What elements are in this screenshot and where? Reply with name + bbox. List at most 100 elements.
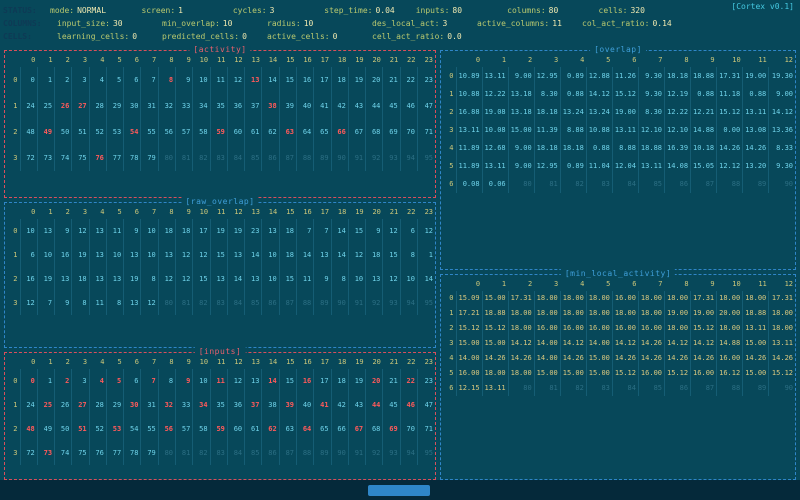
grid-cell: 19.00	[611, 103, 639, 121]
grid-cell: 16.88	[455, 103, 483, 121]
grid-cell: 23	[416, 369, 435, 393]
grid-cell: 88	[716, 381, 743, 396]
grid-cell: 16.00	[637, 321, 665, 336]
grid-row: 1 24 25 26 27 28 29 30 31 32 33 34 35 36 37 38 39 40 41 42 4…	[5, 393, 435, 417]
status-pair: min_overlap: 10	[162, 19, 267, 28]
grid-cell: 18	[278, 243, 297, 267]
status-value: 11	[552, 19, 562, 28]
column-header: 13	[251, 207, 260, 216]
grid-cell: 88	[295, 145, 314, 171]
min-local-activity-grid: 0 1 2 3 4 5 6 7 8 9 10 11 12 0 15.09 15.00 17.31 18.00 18.…	[441, 277, 795, 396]
taskbar-item[interactable]	[368, 485, 430, 496]
grid-cell: 82	[559, 381, 587, 396]
grid-cell: 13	[157, 243, 176, 267]
grid-cell: 15.12	[768, 366, 795, 381]
grid-cell: 15.12	[690, 321, 717, 336]
grid-cell: 14	[226, 267, 245, 291]
grid-cell: 10	[19, 219, 38, 243]
grid-cell: 12.95	[533, 157, 561, 175]
status-value: 320	[630, 6, 645, 15]
grid-cell: 18.18	[533, 139, 561, 157]
grid-cell: 40	[295, 93, 314, 119]
grid-cell: 12.68	[481, 139, 509, 157]
panel-inputs: [inputs] 0 1 2 3 4 5 6 7 8 9 10 11 12 13 14 15 16 17 18 19 2…	[4, 347, 436, 480]
grid-cell: 29	[105, 93, 124, 119]
data-grid-table: 0 1 2 3 4 5 6 7 8 9 10 11 12 13 14 15 16 17 18 19 20 21 22 23 0 0…	[5, 53, 435, 171]
grid-cell: 18.88	[742, 306, 769, 321]
grid-cell: 36	[226, 393, 245, 417]
grid-cell: 9.00	[768, 85, 795, 103]
column-header: 18	[337, 357, 347, 366]
grid-cell: 80	[157, 291, 176, 315]
column-header: 1	[48, 207, 53, 216]
grid-cell: 64	[295, 119, 314, 145]
grid-cell: 33	[175, 393, 193, 417]
grid-cell: 15.00	[742, 366, 769, 381]
grid-cell: 27	[71, 93, 90, 119]
grid-cell: 43	[347, 393, 366, 417]
grid-cell: 14.26	[481, 351, 509, 366]
grid-cell: 15.09	[455, 291, 483, 306]
grid-cell: 69	[382, 119, 401, 145]
grid-row: 5 11.89 13.11 9.00 12.95 0.89 11.04 12.04 13.11 1…	[441, 157, 795, 175]
grid-cell: 37	[244, 93, 262, 119]
grid-cell: 18.00	[507, 321, 535, 336]
grid-cell: 13	[244, 267, 262, 291]
grid-cell: 10.18	[690, 139, 717, 157]
column-header: 3	[82, 55, 88, 64]
grid-cell: 83	[585, 175, 613, 193]
grid-cell: 18	[278, 219, 297, 243]
status-value: 0.04	[375, 6, 395, 15]
status-value: 0	[132, 32, 138, 41]
grid-cell: 83	[209, 291, 228, 315]
grid-cell: 16.00	[637, 366, 665, 381]
status-pair: inputs: 80	[416, 6, 507, 15]
grid-cell: 93	[382, 291, 401, 315]
column-header: 2	[65, 207, 70, 216]
data-grid-table: 0 1 2 3 4 5 6 7 8 9 10 11 12 0 10.89 13.11 9.00 12.95 0.89…	[441, 53, 795, 193]
grid-cell: 78	[123, 145, 141, 171]
grid-cell: 9.30	[637, 85, 665, 103]
grid-cell: 84	[226, 145, 245, 171]
grid-cell: 18.00	[716, 291, 743, 306]
grid-row: 3 13.11 10.08 15.00 11.39 8.88 10.88 13.11 12.10…	[441, 121, 795, 139]
column-header: 10	[199, 357, 209, 366]
row-header: 0	[13, 226, 18, 235]
status-pair: input_size: 30	[57, 19, 162, 28]
row-header: 2	[13, 274, 18, 283]
grid-cell: 77	[105, 441, 124, 465]
column-header: 11	[216, 55, 226, 64]
grid-cell: 10.08	[481, 121, 509, 139]
grid-cell: 6	[123, 369, 141, 393]
grid-cell: 48	[19, 417, 38, 441]
grid-cell: 18.00	[742, 291, 769, 306]
grid-cell: 14.26	[637, 351, 665, 366]
grid-cell: 37	[244, 393, 262, 417]
grid-cell: 0	[19, 67, 38, 93]
status-value: 1	[178, 6, 183, 15]
grid-cell: 18.00	[559, 291, 587, 306]
column-header: 4	[580, 55, 585, 64]
grid-cell: 76	[88, 145, 107, 171]
grid-corner	[441, 277, 456, 291]
grid-cell: 14	[295, 243, 314, 267]
grid-cell: 13.11	[768, 336, 795, 351]
grid-cell: 16.00	[533, 321, 561, 336]
grid-cell: 11.39	[533, 121, 561, 139]
status-key: active_columns:	[477, 19, 550, 28]
status-pair: radius: 10	[267, 19, 372, 28]
grid-row: 3 12 7 9 8 11 8 13 12 80 81 82 83 84 85 86 87 88 89 90 91 92 9…	[5, 291, 435, 315]
status-pair: cycles: 3	[233, 6, 324, 15]
grid-cell: 81	[175, 145, 193, 171]
grid-cell: 14.12	[611, 336, 639, 351]
grid-cell: 10	[261, 267, 280, 291]
grid-cell: 13	[365, 267, 383, 291]
column-header: 19	[355, 357, 364, 366]
column-header: 14	[268, 55, 278, 64]
grid-row: 3 72 73 74 75 76 77 78 79 80 81 82 83 84 85 86 87 88 89 90 9…	[5, 145, 435, 171]
grid-cell: 13	[226, 243, 245, 267]
grid-cell: 49	[36, 417, 55, 441]
grid-cell: 18.00	[507, 366, 535, 381]
column-header: 8	[684, 279, 689, 288]
grid-cell: 16	[295, 67, 314, 93]
